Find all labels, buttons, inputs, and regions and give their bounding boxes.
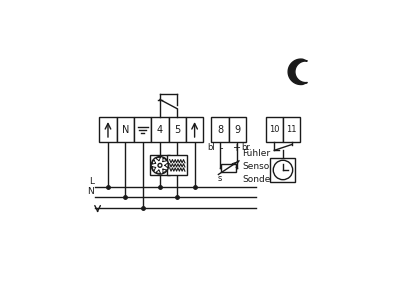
- Text: bl: bl: [207, 143, 215, 152]
- Bar: [221, 164, 236, 172]
- Bar: [270, 158, 296, 182]
- Bar: [186, 117, 203, 142]
- Circle shape: [151, 157, 169, 174]
- Bar: [150, 155, 170, 175]
- Bar: [167, 155, 187, 175]
- Text: N: N: [122, 124, 129, 135]
- Polygon shape: [288, 59, 307, 85]
- Bar: [266, 117, 283, 142]
- Text: L: L: [89, 177, 94, 186]
- Circle shape: [158, 164, 162, 167]
- Bar: [169, 117, 186, 142]
- Bar: [117, 117, 134, 142]
- Text: -: -: [220, 143, 223, 153]
- Text: s: s: [218, 175, 222, 184]
- Text: Fühler
Sensor
Sonde: Fühler Sensor Sonde: [242, 149, 273, 184]
- Text: 8: 8: [217, 124, 223, 135]
- Bar: [134, 117, 151, 142]
- Bar: [283, 117, 300, 142]
- Text: 9: 9: [234, 124, 240, 135]
- Bar: [99, 117, 117, 142]
- Text: 5: 5: [174, 124, 180, 135]
- Bar: [151, 117, 169, 142]
- Text: N: N: [87, 187, 94, 196]
- Text: br: br: [242, 143, 250, 152]
- Bar: [229, 117, 246, 142]
- Text: +: +: [232, 143, 240, 153]
- Text: 11: 11: [286, 125, 297, 134]
- Text: 10: 10: [269, 125, 280, 134]
- Bar: [211, 117, 229, 142]
- Text: 4: 4: [157, 124, 163, 135]
- Circle shape: [273, 160, 293, 180]
